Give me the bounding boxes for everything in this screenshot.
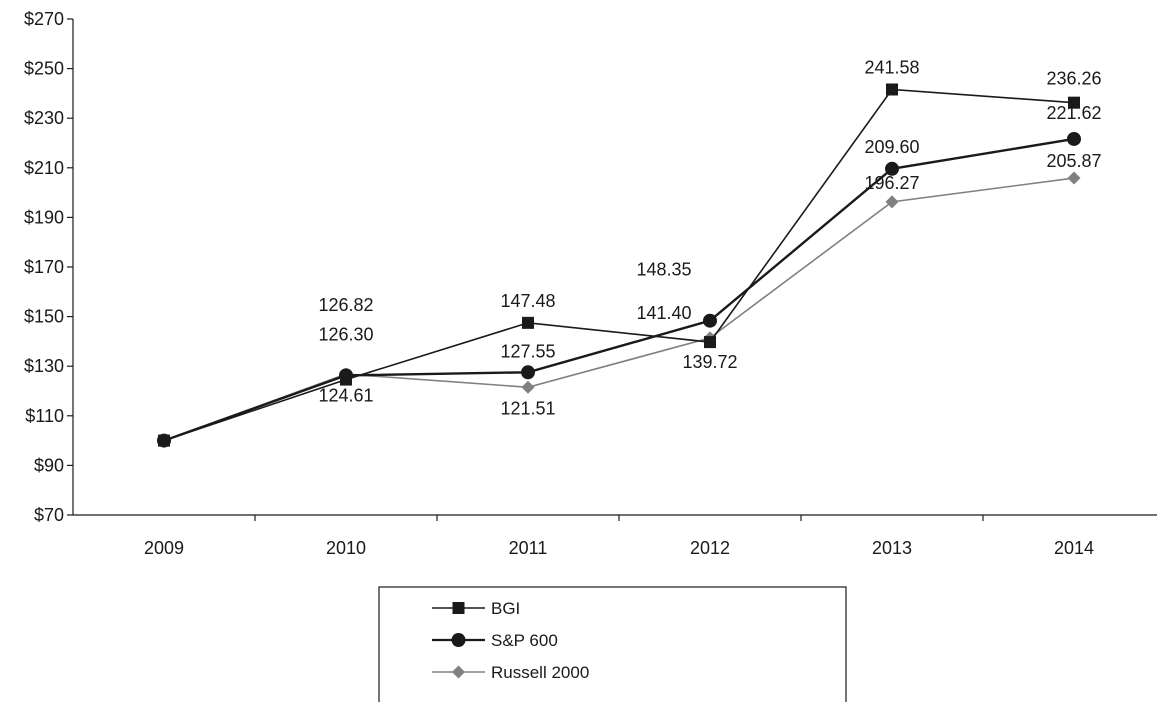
- data-label: 236.26: [1046, 69, 1101, 89]
- series-line: [163, 88, 1075, 442]
- y-tick-label: $90: [34, 455, 64, 475]
- legend-marker: [452, 602, 465, 614]
- legend-marker: [452, 665, 465, 679]
- series-point: [339, 368, 353, 383]
- data-label: 124.61: [318, 386, 373, 406]
- y-tick-label: $230: [24, 108, 64, 128]
- data-label: 221.62: [1046, 103, 1101, 123]
- data-label: 126.30: [318, 324, 373, 344]
- data-labels: 124.61 147.48 139.72 241.58 236.26 126.30 127.…: [318, 57, 1101, 418]
- y-tick-label: $250: [24, 59, 64, 79]
- series-point: [886, 83, 898, 96]
- x-tick-label: 2009: [144, 538, 184, 558]
- legend-label: Russell 2000: [491, 663, 589, 682]
- x-tick-label: 2010: [326, 538, 366, 558]
- series-point: [521, 380, 535, 394]
- data-label: 148.35: [636, 260, 691, 280]
- data-label: 141.40: [636, 303, 691, 323]
- data-label: 127.55: [500, 341, 555, 361]
- y-tick-label: $170: [24, 257, 64, 277]
- data-label: 241.58: [864, 57, 919, 77]
- x-tick-label: 2011: [509, 538, 548, 558]
- data-label: 121.51: [500, 398, 555, 418]
- data-label: 147.48: [500, 291, 555, 311]
- legend: BGI S&P 600 Russell 2000: [378, 586, 847, 702]
- series-point: [1067, 131, 1081, 146]
- y-tick-label: $70: [34, 505, 64, 525]
- y-tick-label: $190: [24, 207, 64, 227]
- data-label: 196.27: [864, 173, 919, 193]
- x-tick-label: 2013: [872, 538, 912, 558]
- series-point: [885, 161, 899, 176]
- legend-label: S&P 600: [491, 631, 558, 650]
- axes: $70 $90 $110 $130 $150 $170 $190 $210 $230 $250 $2…: [24, 9, 1157, 558]
- series-point: [704, 336, 716, 349]
- y-tick-label: $130: [24, 356, 64, 376]
- series-line: [163, 137, 1075, 442]
- legend-label: BGI: [491, 599, 520, 618]
- data-label: 205.87: [1046, 151, 1101, 171]
- series-layer: [157, 83, 1081, 448]
- data-label: 209.60: [864, 137, 919, 157]
- legend-box: [378, 586, 847, 702]
- x-tick-label: 2014: [1054, 538, 1094, 558]
- y-tick-label: $270: [24, 9, 64, 29]
- series-line: [163, 177, 1075, 442]
- series-point: [157, 433, 171, 448]
- legend-marker: [451, 633, 466, 647]
- y-tick-label: $210: [24, 158, 64, 178]
- x-tick-label: 2012: [690, 538, 730, 558]
- series-point: [703, 313, 717, 328]
- series-point: [1067, 171, 1081, 185]
- data-label: 126.82: [318, 295, 373, 315]
- y-tick-label: $150: [24, 307, 64, 327]
- series-point: [522, 316, 534, 329]
- y-tick-label: $110: [25, 406, 64, 426]
- series-point: [885, 195, 899, 209]
- data-label: 139.72: [682, 352, 737, 372]
- series-point: [521, 365, 535, 380]
- series-point: [1068, 96, 1080, 109]
